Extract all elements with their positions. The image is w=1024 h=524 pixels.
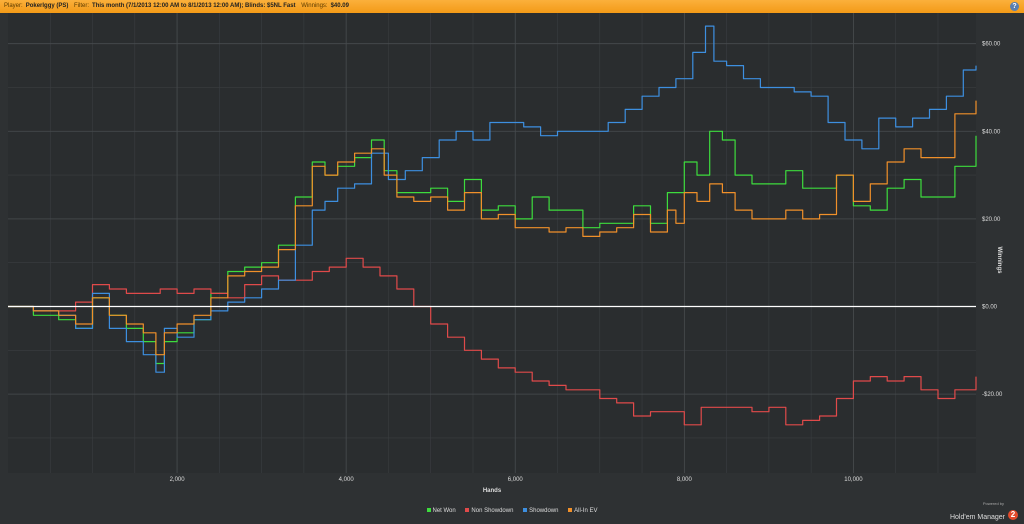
y-axis-label: Winnings <box>996 247 1002 275</box>
x-tick-label: 2,000 <box>170 477 186 483</box>
help-icon[interactable]: ? <box>1010 2 1019 11</box>
legend-item-all-in-ev[interactable]: All-In EV <box>568 508 597 514</box>
legend-swatch <box>465 508 470 513</box>
series-line-non-showdown <box>8 257 977 426</box>
filter-value[interactable]: This month (7/1/2013 12:00 AM to 8/1/201… <box>92 3 296 9</box>
chart-legend: Net Won Non Showdown Showdown All-In EV <box>0 508 1024 514</box>
legend-label: Net Won <box>432 508 456 514</box>
brand-name: Hold'em Manager <box>949 514 1005 521</box>
x-tick-label: 6,000 <box>508 477 524 483</box>
series-line-all-in-ev <box>8 100 977 356</box>
brand-logo: Powered by Hold'em Manager 2 <box>950 501 1018 524</box>
legend-swatch <box>568 508 573 513</box>
y-tick-label: $40.00 <box>982 129 1001 135</box>
y-tick-label: $0.00 <box>982 305 998 311</box>
series-lines <box>8 25 977 426</box>
legend-swatch <box>523 508 528 513</box>
winnings-value: $40.09 <box>330 3 349 9</box>
x-tick-label: 4,000 <box>339 477 355 483</box>
winnings-graph: $60.00 $40.00 $20.00 $0.00 -$20.00 2,000 4,000… <box>8 13 1003 494</box>
legend-label: Showdown <box>529 508 559 514</box>
x-axis-label: Hands <box>483 488 502 494</box>
x-tick-label: 10,000 <box>844 477 863 483</box>
legend-item-showdown[interactable]: Showdown <box>523 508 558 514</box>
winnings-label: Winnings: <box>301 3 328 9</box>
plot-area <box>8 13 976 473</box>
x-tick-label: 8,000 <box>677 477 693 483</box>
powered-by-text: Powered by <box>982 501 1004 506</box>
y-tick-label: -$20.00 <box>982 392 1003 398</box>
legend-item-net-won[interactable]: Net Won <box>426 508 456 514</box>
gridlines <box>8 13 976 473</box>
player-value[interactable]: Pokerlggy (PS) <box>25 3 69 9</box>
legend-label: Non Showdown <box>471 508 514 514</box>
legend-item-non-showdown[interactable]: Non Showdown <box>465 508 513 514</box>
y-tick-label: $60.00 <box>982 42 1001 48</box>
filter-header-bar: Player: Pokerlggy (PS) Filter: This month … <box>0 0 1024 13</box>
player-label: Player: <box>4 3 23 9</box>
hm2-logo-icon: 2 <box>1008 509 1018 520</box>
legend-label: All-In EV <box>574 508 598 514</box>
filter-label: Filter: <box>74 3 90 9</box>
y-tick-label: $20.00 <box>982 217 1001 223</box>
legend-swatch <box>426 508 431 513</box>
tick-labels: $60.00 $40.00 $20.00 $0.00 -$20.00 2,000 4,000… <box>170 42 1003 483</box>
